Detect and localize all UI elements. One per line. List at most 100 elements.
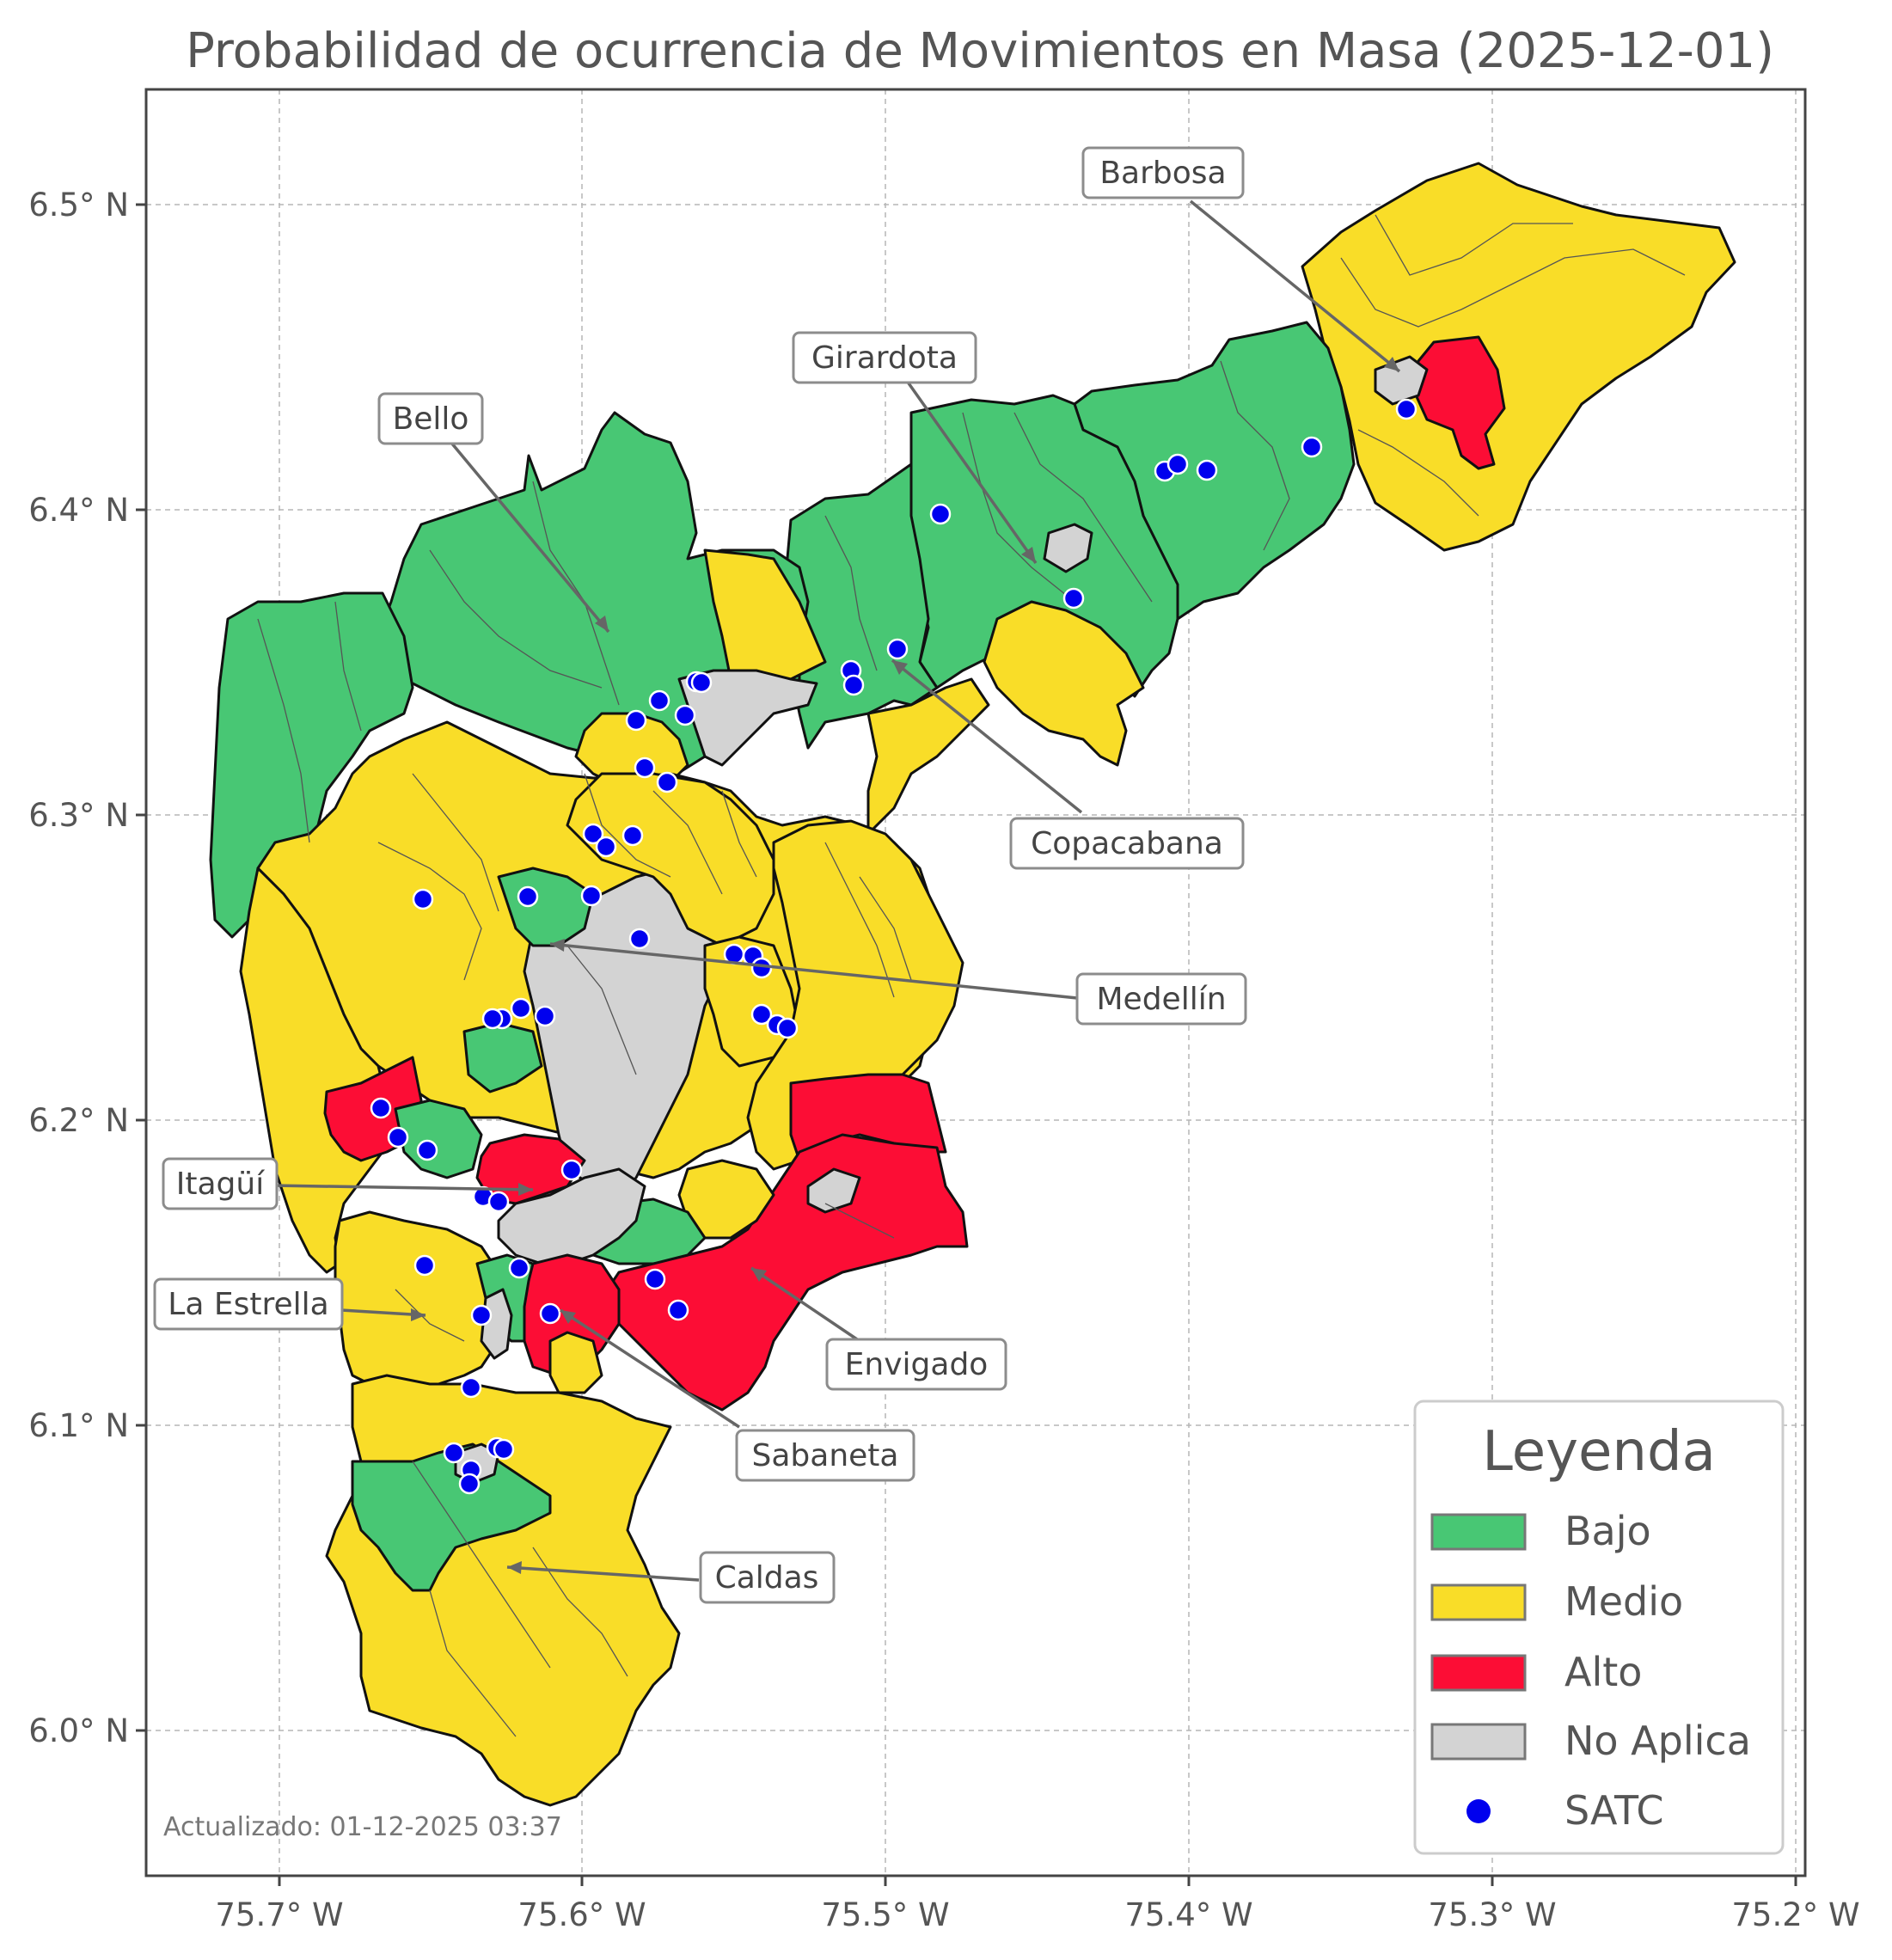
x-tick-label: 75.2° W	[1731, 1896, 1859, 1933]
callouts: Barbosa Girardota Bello Copacabana Medel…	[153, 146, 1401, 1604]
legend-label-no-aplica: No Aplica	[1564, 1718, 1751, 1764]
satc-point[interactable]	[929, 503, 952, 525]
zone-envigado-medio	[677, 1159, 775, 1240]
callout-label-bello: Bello	[393, 401, 469, 437]
satc-point[interactable]	[508, 1257, 530, 1279]
callout-box-barbosa	[1081, 146, 1245, 199]
callout-label-sabaneta: Sabaneta	[752, 1438, 899, 1473]
x-tick-label: 75.6° W	[517, 1896, 646, 1933]
x-tick-label: 75.7° W	[215, 1896, 343, 1933]
callout-label-caldas: Caldas	[715, 1560, 819, 1596]
callout-box-envigado	[825, 1338, 1007, 1391]
zone-itagui-na	[497, 1167, 646, 1265]
satc-point[interactable]	[1166, 453, 1189, 475]
callout-box-laestrella	[153, 1277, 344, 1331]
callout-label-laestrella: La Estrella	[168, 1287, 328, 1322]
satc-point[interactable]	[621, 824, 644, 847]
satc-point[interactable]	[387, 1126, 409, 1148]
satc-point[interactable]	[644, 1268, 666, 1290]
zone-girardota-medio	[983, 600, 1145, 767]
callout-label-itagui: Itagüí	[176, 1167, 265, 1202]
y-tick-label: 6.1° N	[28, 1407, 129, 1444]
satc-point[interactable]	[493, 1438, 515, 1461]
zone-girardota-na	[1043, 523, 1093, 573]
zone-laestrella-na	[480, 1288, 513, 1360]
satc-point[interactable]	[625, 709, 647, 732]
callout-box-medellin	[1075, 972, 1247, 1026]
zone-itagui-alto	[475, 1133, 586, 1205]
zone-envigado-na	[806, 1167, 861, 1214]
satc-point[interactable]	[886, 638, 909, 660]
zone-west-bajo-2	[394, 1099, 483, 1179]
satc-point[interactable]	[560, 1159, 583, 1181]
satc-point[interactable]	[510, 997, 532, 1020]
satc-point[interactable]	[413, 1254, 436, 1277]
satc-point[interactable]	[458, 1473, 481, 1495]
satc-point[interactable]	[481, 1008, 504, 1030]
satc-point[interactable]	[750, 957, 773, 979]
satc-point[interactable]	[460, 1376, 482, 1399]
plot-frame	[144, 88, 1807, 1877]
satc-point[interactable]	[842, 674, 865, 696]
zone-copacabana-medio	[866, 677, 990, 836]
satc-point[interactable]	[416, 1139, 438, 1161]
satc-point[interactable]	[443, 1442, 465, 1464]
satc-point[interactable]	[595, 836, 617, 858]
legend-dot-satc	[1466, 1799, 1491, 1823]
x-axis-labels: 75.7° W 75.6° W 75.5° W 75.4° W 75.3° W …	[215, 1896, 1859, 1933]
zone-west-bajo	[209, 591, 414, 939]
callout-box-sabaneta	[735, 1429, 915, 1482]
satc-point[interactable]	[667, 1299, 689, 1321]
zone-valley-na	[677, 669, 818, 767]
zone-comunas-n	[566, 772, 775, 947]
zone-west-medio	[239, 867, 397, 1274]
satc-point[interactable]	[534, 1005, 556, 1027]
satc-point[interactable]	[628, 928, 651, 950]
zone-comunas-w-bajo	[497, 867, 595, 947]
satc-point[interactable]	[539, 1302, 561, 1325]
legend-label-alto: Alto	[1564, 1649, 1642, 1695]
legend-swatch-bajo	[1430, 1513, 1527, 1551]
satc-point[interactable]	[582, 823, 604, 845]
callout-box-caldas	[699, 1551, 836, 1604]
callout-box-copacabana	[1009, 817, 1245, 870]
satc-point[interactable]	[412, 888, 434, 910]
satc-point[interactable]	[1196, 459, 1218, 481]
zone-barbosa-medio	[1301, 162, 1736, 552]
x-tick-label: 75.4° W	[1124, 1896, 1252, 1933]
callout-label-copacabana: Copacabana	[1031, 826, 1223, 861]
satc-point[interactable]	[517, 885, 539, 908]
y-tick-label: 6.4° N	[28, 492, 129, 529]
satc-point[interactable]	[648, 689, 670, 712]
legend-swatch-medio	[1430, 1583, 1527, 1621]
satc-point[interactable]	[1301, 436, 1323, 458]
y-tick-label: 6.0° N	[28, 1712, 129, 1749]
satc-point[interactable]	[656, 771, 678, 793]
y-tick-label: 6.3° N	[28, 797, 129, 834]
satc-point[interactable]	[580, 885, 603, 907]
x-tick-label: 75.3° W	[1428, 1896, 1556, 1933]
satc-point[interactable]	[750, 1003, 773, 1026]
satc-point[interactable]	[370, 1097, 392, 1119]
legend-label-medio: Medio	[1564, 1578, 1683, 1625]
y-tick-label: 6.5° N	[28, 187, 129, 224]
zone-sabaneta-medio	[548, 1331, 603, 1394]
satc-point[interactable]	[1395, 398, 1417, 420]
legend-swatch-no-aplica	[1430, 1723, 1527, 1761]
satc-point[interactable]	[690, 671, 713, 694]
satc-point[interactable]	[776, 1017, 799, 1039]
callout-box-girardota	[792, 331, 977, 384]
map-title: Probabilidad de ocurrencia de Movimiento…	[186, 23, 1774, 79]
callout-box-bello	[377, 392, 484, 445]
satc-point[interactable]	[470, 1304, 493, 1326]
satc-point[interactable]	[1062, 587, 1085, 609]
legend-title: Leyenda	[1482, 1420, 1716, 1484]
satc-point[interactable]	[674, 704, 696, 726]
updated-timestamp: Actualizado: 01-12-2025 03:37	[163, 1812, 562, 1842]
satc-point[interactable]	[634, 756, 656, 779]
legend: Leyenda Bajo Medio Alto No Aplica SATC	[1413, 1400, 1785, 1855]
legend-label-bajo: Bajo	[1564, 1508, 1651, 1554]
satc-point[interactable]	[487, 1191, 510, 1213]
legend-label-satc: SATC	[1564, 1787, 1663, 1834]
